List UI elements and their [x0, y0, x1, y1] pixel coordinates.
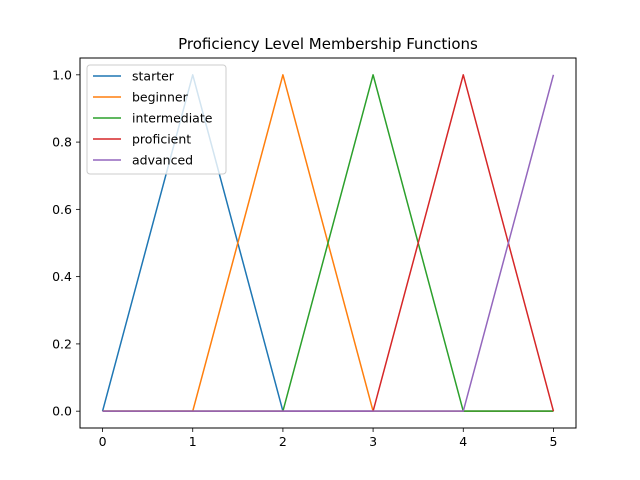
legend: starter beginner intermediate proficient adv… — [86, 64, 227, 175]
x-tick-label: 3 — [369, 434, 377, 449]
x-tick-label: 2 — [279, 434, 287, 449]
legend-label-advanced: advanced — [132, 153, 193, 168]
y-tick-label: 0.8 — [52, 135, 72, 150]
legend-box — [86, 64, 227, 175]
legend-label-starter: starter — [132, 69, 175, 84]
legend-label-proficient: proficient — [132, 132, 191, 147]
x-axis: 0 1 2 3 4 5 — [99, 428, 557, 449]
y-tick-label: 0.6 — [52, 202, 72, 217]
x-tick-label: 5 — [549, 434, 557, 449]
series-line-advanced — [102, 74, 555, 412]
y-tick-label: 0.4 — [52, 269, 72, 284]
plot-frame — [79, 57, 577, 429]
y-tick-label: 1.0 — [52, 67, 72, 82]
legend-label-intermediate: intermediate — [132, 111, 213, 126]
x-tick-label: 0 — [99, 434, 107, 449]
x-tick-label: 1 — [189, 434, 197, 449]
y-axis: 0.0 0.2 0.4 0.6 0.8 1.0 — [52, 67, 80, 419]
y-tick-label: 0.2 — [52, 336, 72, 351]
plot-lines — [101, 74, 555, 412]
y-tick-label: 0.0 — [52, 404, 72, 419]
x-tick-label: 4 — [459, 434, 467, 449]
chart-title: Proficiency Level Membership Functions — [178, 35, 478, 53]
legend-label-beginner: beginner — [132, 90, 189, 105]
